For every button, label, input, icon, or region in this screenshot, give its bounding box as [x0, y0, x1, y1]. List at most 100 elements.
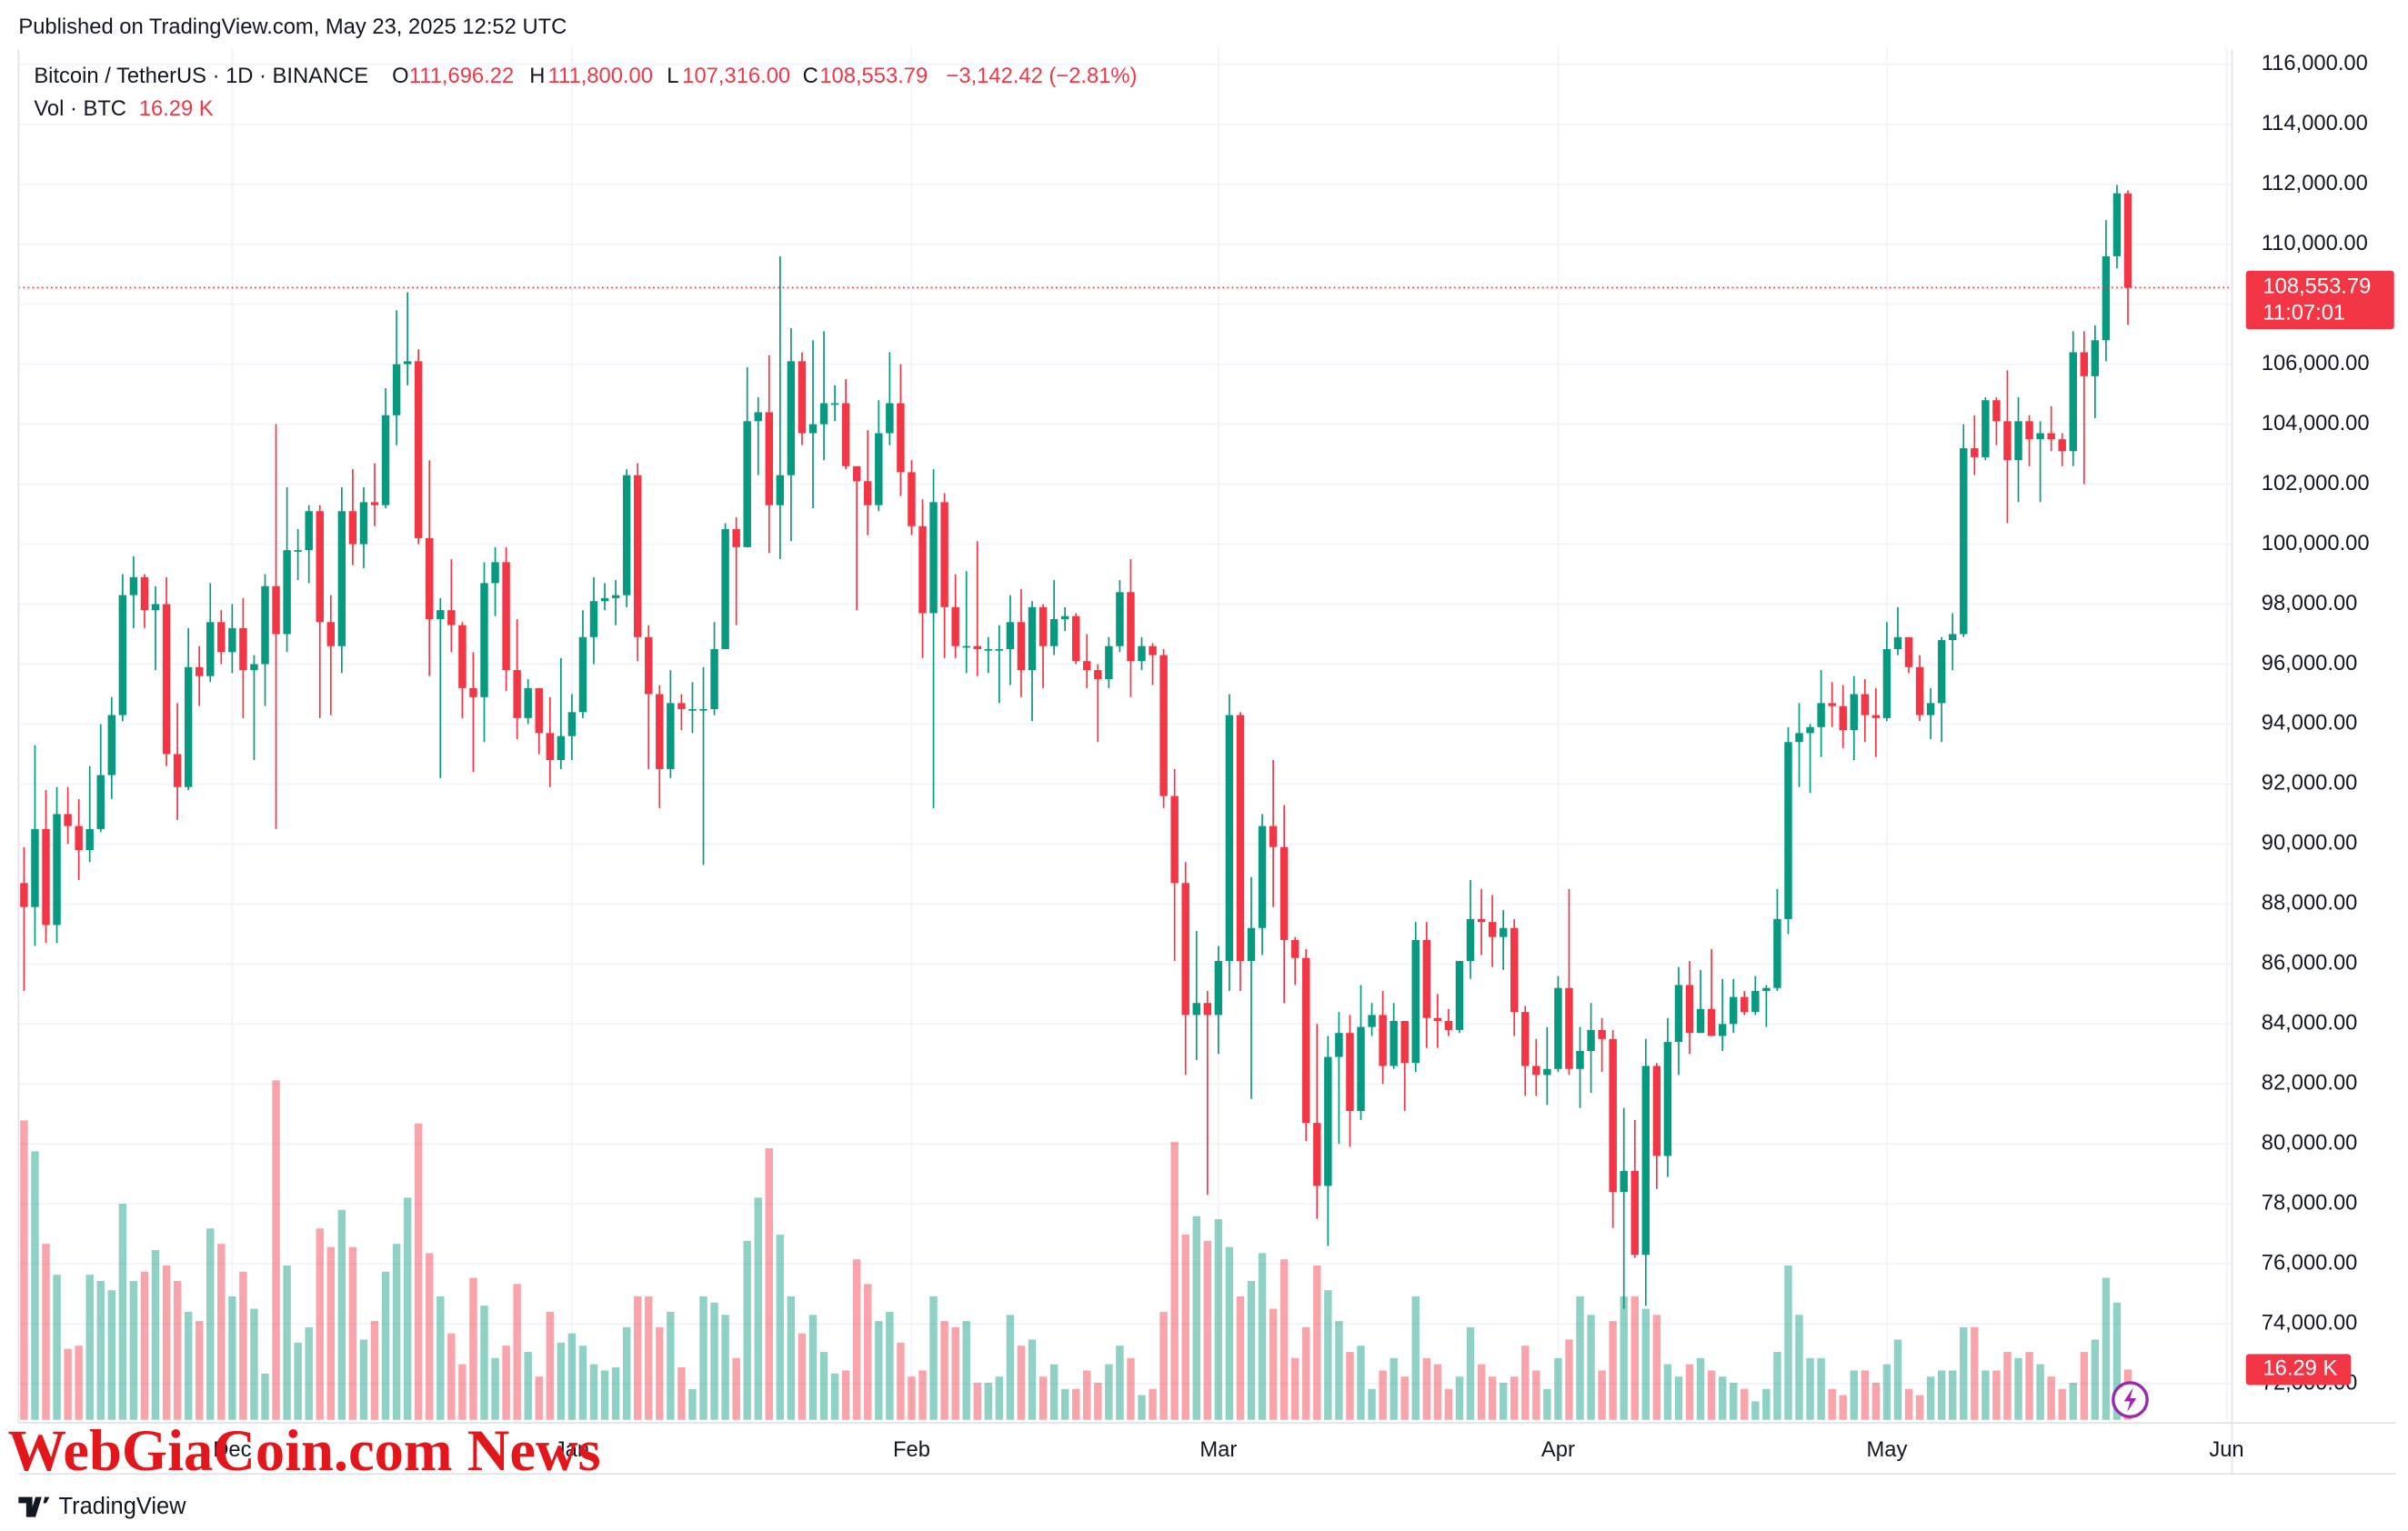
y-tick-label: 82,000.00	[2262, 1071, 2358, 1096]
candle-body	[1017, 622, 1026, 671]
candle-body	[283, 550, 291, 635]
volume-bar	[53, 1275, 61, 1420]
candle-body	[2058, 439, 2066, 452]
candle-body	[1971, 447, 1979, 457]
candle-body	[841, 403, 850, 466]
volume-bar	[1116, 1346, 1124, 1420]
y-tick-label: 90,000.00	[2262, 831, 2358, 856]
candle-body	[480, 583, 488, 697]
candle-body	[1313, 1123, 1321, 1186]
candle-body	[1181, 883, 1189, 1016]
volume-bar	[162, 1265, 171, 1420]
volume-bar	[886, 1311, 894, 1420]
volume-bar	[951, 1326, 959, 1420]
candle-body	[710, 648, 718, 709]
candle-body	[732, 529, 740, 547]
replay-icon[interactable]	[2112, 1381, 2149, 1419]
y-tick-label: 98,000.00	[2262, 591, 2358, 615]
candle-body	[589, 601, 598, 637]
volume-bar	[1127, 1357, 1135, 1420]
volume-bar	[667, 1311, 675, 1420]
volume-bar	[589, 1364, 598, 1420]
volume-bar	[1433, 1364, 1442, 1420]
volume-bar	[808, 1315, 818, 1420]
y-tick-label: 116,000.00	[2262, 51, 2368, 75]
candle-body	[886, 403, 894, 434]
candle-body	[864, 481, 872, 505]
candle-body	[1982, 400, 1990, 457]
candle-body	[2123, 193, 2132, 288]
volume-bar	[1960, 1326, 1968, 1420]
candle-body	[1258, 826, 1267, 928]
volume-bar	[2047, 1376, 2055, 1420]
volume-bar	[535, 1376, 543, 1420]
volume-bar	[798, 1333, 807, 1420]
volume-bar	[1543, 1388, 1551, 1420]
candle-body	[1302, 957, 1310, 1124]
volume-bar	[272, 1080, 280, 1420]
volume-bar	[1620, 1296, 1628, 1420]
volume-bar	[875, 1321, 883, 1420]
candle-body	[305, 511, 313, 551]
candle-body	[1948, 634, 1957, 641]
volume-bar	[1871, 1382, 1881, 1420]
candle-body	[995, 648, 1004, 651]
candle-body	[1335, 1033, 1343, 1057]
volume-bar	[1521, 1346, 1530, 1420]
watermark: WebGiaCoin.com News	[7, 1418, 600, 1483]
volume-bar	[414, 1123, 423, 1420]
candle-body	[502, 562, 510, 671]
volume-bar	[1554, 1357, 1562, 1420]
x-tick-label: Apr	[1541, 1437, 1575, 1462]
close-value: 108,553.79	[819, 64, 928, 88]
volume-bar	[1071, 1388, 1080, 1420]
candle-body	[819, 403, 828, 425]
candle-body	[973, 645, 981, 649]
volume-bar	[426, 1253, 434, 1420]
volume-bar	[1170, 1142, 1179, 1420]
volume-bar	[1236, 1296, 1245, 1420]
y-tick-label: 110,000.00	[2262, 231, 2368, 255]
candle-body	[535, 687, 543, 734]
replay-bolt[interactable]	[2123, 1387, 2137, 1413]
brand-mark[interactable]	[18, 1496, 50, 1517]
volume-bar	[2069, 1382, 2077, 1420]
candle-body	[1071, 615, 1080, 662]
volume-bar	[239, 1271, 247, 1420]
candle-body	[206, 622, 215, 676]
volume-bar	[1181, 1235, 1189, 1420]
brand-logo[interactable]: TradingView	[18, 1494, 186, 1519]
volume-bar	[699, 1296, 707, 1420]
x-tick-label: Feb	[893, 1437, 930, 1462]
candle-body	[447, 610, 456, 625]
candle-body	[622, 475, 631, 595]
volume-bar	[1982, 1370, 1990, 1420]
candle-body	[1324, 1056, 1332, 1186]
volume-bar	[1094, 1382, 1102, 1420]
y-tick-label: 84,000.00	[2262, 1011, 2358, 1036]
candle-body	[798, 361, 807, 434]
volume-bar	[195, 1321, 204, 1420]
candle-body	[1806, 726, 1814, 734]
volume-bar	[1630, 1296, 1639, 1420]
y-tick-label: 86,000.00	[2262, 951, 2358, 976]
candle-body	[381, 415, 390, 505]
y-tick-label: 94,000.00	[2262, 711, 2358, 735]
volume-bar	[1192, 1216, 1200, 1420]
volume-bar	[1510, 1376, 1519, 1420]
volume-bar	[1532, 1370, 1540, 1420]
candle-body	[1192, 1003, 1200, 1016]
candle-body	[129, 576, 138, 595]
brand-text[interactable]: TradingView	[59, 1494, 187, 1519]
volume-bar	[1422, 1357, 1431, 1420]
volume-bar	[326, 1246, 336, 1420]
volume-bar	[732, 1357, 740, 1420]
candle-body	[228, 627, 236, 653]
volume-bar	[2036, 1364, 2044, 1420]
volume-value: 16.29 K	[139, 96, 214, 121]
y-tick-label: 112,000.00	[2262, 171, 2368, 195]
candle-body	[118, 595, 127, 715]
volume-bar	[995, 1376, 1004, 1420]
volume-bar	[1937, 1370, 1946, 1420]
volume-bar	[305, 1326, 313, 1420]
